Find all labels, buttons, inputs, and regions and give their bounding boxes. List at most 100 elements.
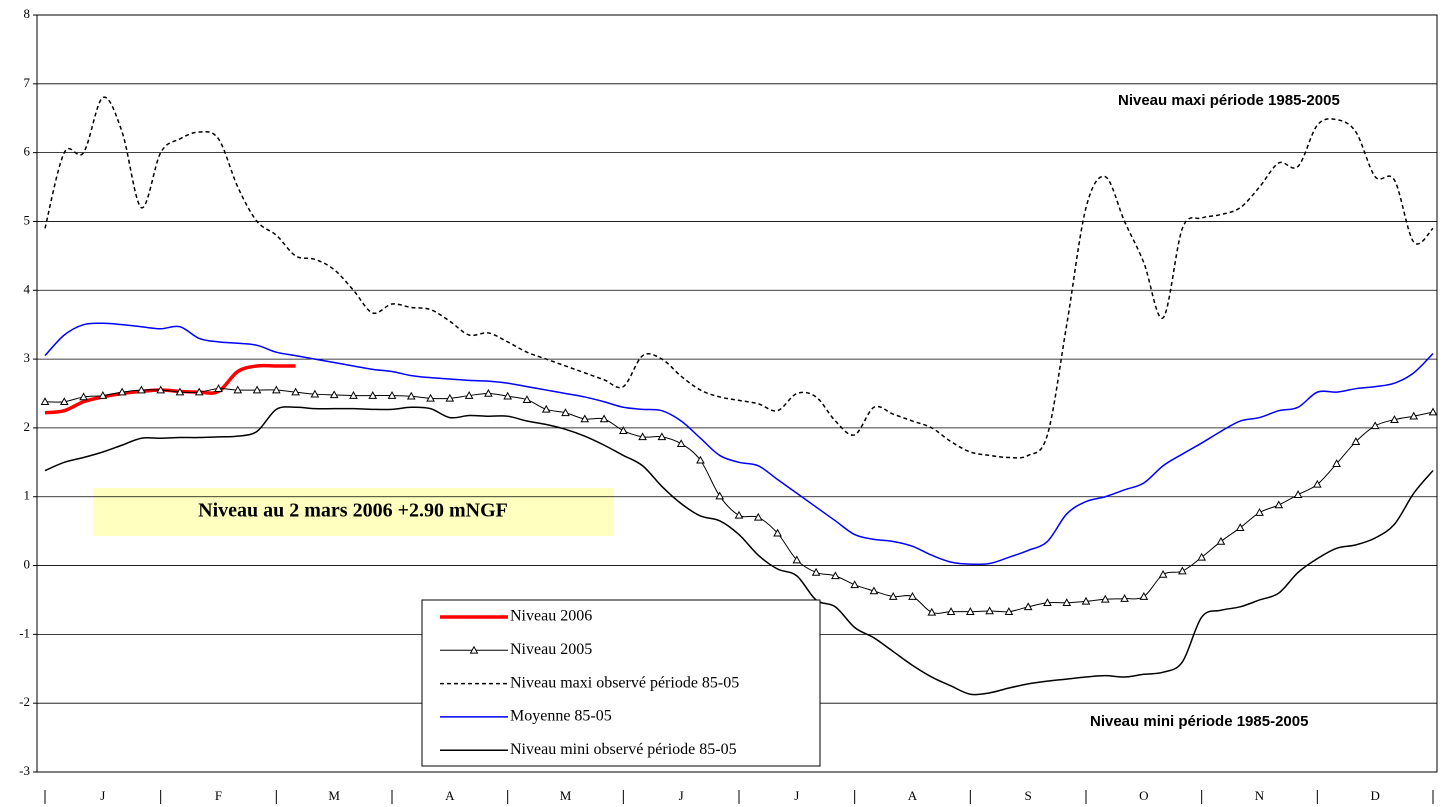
- data-marker: [329, 390, 339, 399]
- data-marker: [426, 393, 435, 402]
- data-marker: [1255, 508, 1264, 516]
- y-tick-label: 2: [24, 419, 31, 434]
- data-marker: [561, 408, 570, 417]
- data-marker: [1120, 594, 1129, 602]
- x-tick-label: M: [560, 788, 572, 803]
- data-marker: [1197, 552, 1207, 561]
- y-tick-label: 0: [24, 557, 31, 572]
- data-marker: [850, 580, 860, 589]
- data-marker: [638, 432, 647, 441]
- data-marker: [233, 385, 243, 394]
- data-marker: [869, 586, 879, 595]
- data-marker: [811, 567, 821, 576]
- series-line: [44, 322, 1434, 566]
- y-tick-label: 1: [24, 488, 31, 503]
- data-marker: [59, 397, 69, 406]
- data-marker: [252, 385, 262, 394]
- data-marker: [927, 607, 937, 616]
- data-marker: [271, 385, 281, 394]
- data-marker: [1004, 607, 1014, 615]
- data-marker: [1390, 415, 1399, 423]
- data-marker: [618, 426, 628, 434]
- x-tick-label: J: [100, 788, 105, 803]
- annotation: Niveau maxi période 1985-2005: [1118, 92, 1340, 109]
- data-marker: [291, 387, 300, 396]
- data-marker: [1023, 602, 1033, 611]
- data-marker: [79, 392, 88, 401]
- legend-label: Niveau 2005: [510, 641, 592, 658]
- x-tick-label: S: [1025, 788, 1032, 803]
- data-marker: [908, 591, 917, 600]
- data-marker: [734, 510, 744, 519]
- annotation: Niveau mini période 1985-2005: [1090, 713, 1308, 730]
- series-line: [44, 96, 1434, 459]
- data-marker: [349, 391, 358, 399]
- y-tick-label: -1: [19, 625, 30, 640]
- x-tick-label: D: [1370, 788, 1379, 803]
- data-marker: [1139, 591, 1149, 600]
- x-tick-label: O: [1139, 788, 1148, 803]
- y-tick-label: 8: [24, 6, 31, 21]
- data-marker: [985, 606, 994, 615]
- data-marker: [310, 389, 320, 398]
- data-marker: [1216, 536, 1226, 545]
- data-marker: [464, 391, 474, 399]
- data-marker: [214, 384, 223, 392]
- legend-label: Niveau 2006: [510, 608, 592, 625]
- legend: [421, 599, 821, 767]
- x-tick-label: J: [679, 788, 684, 803]
- data-marker: [946, 607, 956, 615]
- data-marker: [1293, 490, 1303, 498]
- x-tick-label: A: [908, 788, 918, 803]
- x-tick-label: M: [328, 788, 340, 803]
- data-marker: [715, 491, 725, 500]
- data-marker: [773, 528, 782, 537]
- data-marker: [1332, 459, 1341, 467]
- series-layer: [37, 14, 1438, 773]
- data-marker: [98, 391, 108, 399]
- y-tick-label: 6: [24, 144, 31, 159]
- data-marker: [657, 432, 667, 441]
- data-marker: [541, 404, 551, 413]
- data-marker: [1409, 411, 1419, 420]
- data-marker: [1178, 566, 1187, 575]
- data-marker: [792, 555, 802, 564]
- data-marker: [1158, 569, 1168, 578]
- data-marker: [445, 393, 455, 402]
- y-tick-label: 4: [24, 281, 31, 296]
- data-marker: [194, 387, 204, 396]
- data-marker: [1081, 596, 1091, 605]
- y-tick-label: 3: [24, 350, 31, 365]
- data-marker: [156, 385, 166, 394]
- data-marker: [1235, 523, 1245, 531]
- data-marker: [580, 414, 590, 423]
- y-tick-label: -2: [19, 694, 30, 709]
- y-tick-label: 7: [24, 75, 31, 90]
- legend-label: Niveau maxi observé période 85-05: [510, 674, 739, 691]
- data-marker: [1312, 479, 1322, 488]
- x-tick-label: F: [215, 788, 222, 803]
- y-tick-label: 5: [24, 212, 31, 227]
- data-marker: [1428, 407, 1438, 416]
- data-marker: [599, 414, 609, 423]
- data-marker: [387, 391, 397, 399]
- data-marker: [137, 385, 146, 394]
- legend-marker: [469, 645, 479, 654]
- data-marker: [503, 391, 513, 400]
- data-marker: [1100, 594, 1110, 603]
- data-marker: [175, 387, 185, 396]
- y-tick-label: -3: [19, 763, 30, 778]
- data-marker: [1370, 421, 1380, 430]
- data-marker: [368, 391, 378, 399]
- legend-label: Niveau mini observé période 85-05: [510, 741, 737, 758]
- data-marker: [676, 439, 686, 448]
- x-tick-label: N: [1255, 788, 1265, 803]
- data-marker: [117, 387, 127, 396]
- data-marker: [484, 388, 493, 397]
- data-marker: [40, 397, 50, 406]
- data-marker: [753, 512, 763, 521]
- legend-label: Moyenne 85-05: [510, 708, 612, 725]
- x-tick-label: A: [445, 788, 455, 803]
- data-marker: [831, 571, 840, 580]
